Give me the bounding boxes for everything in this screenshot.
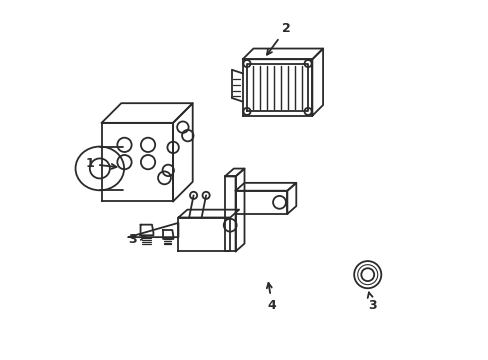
Text: 3: 3: [128, 233, 145, 246]
Text: 2: 2: [266, 22, 290, 55]
Text: 1: 1: [85, 157, 116, 171]
Text: 3: 3: [367, 292, 376, 312]
Text: 4: 4: [266, 283, 276, 312]
